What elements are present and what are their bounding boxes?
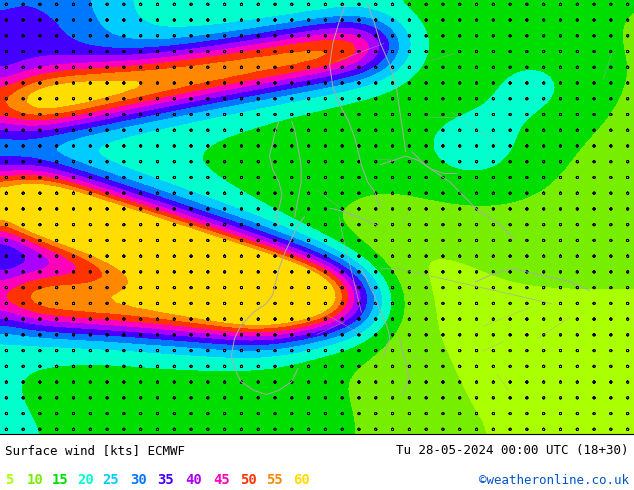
Text: 10: 10 [27,473,43,487]
Text: ©weatheronline.co.uk: ©weatheronline.co.uk [479,474,629,487]
Text: 45: 45 [213,473,230,487]
Text: 5: 5 [5,473,13,487]
Text: Tu 28-05-2024 00:00 UTC (18+30): Tu 28-05-2024 00:00 UTC (18+30) [396,444,629,457]
Text: 15: 15 [52,473,68,487]
Text: 35: 35 [157,473,174,487]
Text: 20: 20 [77,473,94,487]
Text: 55: 55 [266,473,283,487]
Text: 40: 40 [185,473,202,487]
Text: 50: 50 [240,473,256,487]
Text: 60: 60 [293,473,309,487]
Text: 25: 25 [103,473,119,487]
Text: 30: 30 [130,473,146,487]
Text: Surface wind [kts] ECMWF: Surface wind [kts] ECMWF [5,444,185,457]
